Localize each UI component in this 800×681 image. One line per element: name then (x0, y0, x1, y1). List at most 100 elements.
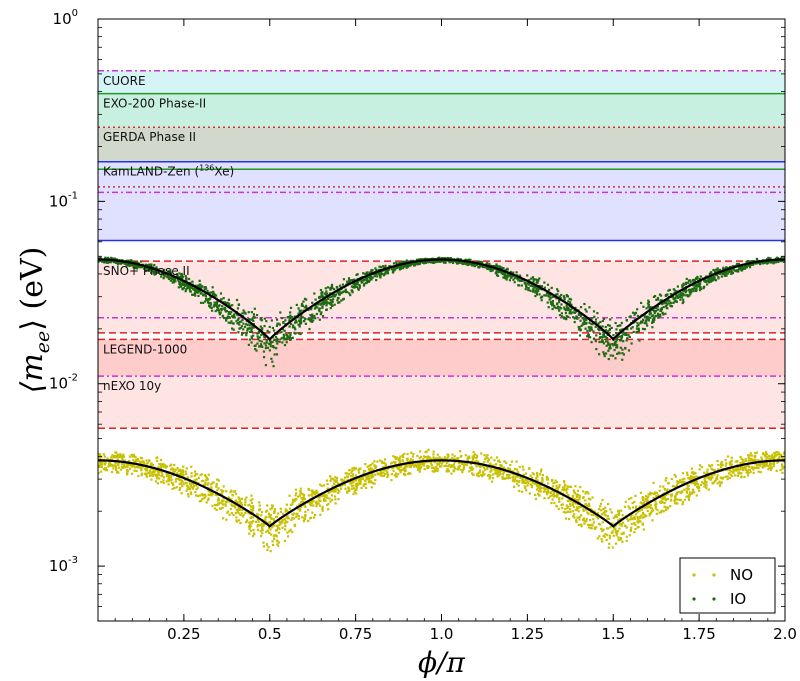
point-IO (231, 304, 234, 307)
point-IO (609, 354, 612, 357)
point-NO (364, 474, 367, 477)
point-NO (222, 485, 225, 488)
point-IO (356, 287, 360, 290)
point-NO (345, 491, 349, 494)
point-IO (721, 268, 725, 271)
point-IO (204, 295, 207, 298)
point-IO (160, 275, 163, 278)
point-IO (713, 278, 716, 281)
point-NO (304, 513, 307, 517)
point-IO (501, 267, 504, 270)
point-NO (285, 503, 288, 506)
point-NO (750, 459, 753, 462)
point-NO (525, 489, 528, 492)
point-IO (319, 313, 322, 316)
point-NO (452, 469, 455, 472)
point-NO (98, 472, 100, 475)
point-NO (516, 468, 519, 471)
point-IO (718, 268, 722, 272)
point-IO (736, 269, 739, 272)
point-IO (423, 262, 426, 265)
point-NO (281, 521, 284, 524)
point-IO (713, 269, 716, 272)
point-NO (180, 471, 183, 474)
point-NO (167, 478, 170, 481)
point-IO (168, 276, 171, 279)
point-IO (169, 269, 172, 272)
point-IO (112, 257, 115, 260)
point-NO (335, 479, 338, 482)
point-IO (622, 340, 625, 343)
point-NO (393, 474, 396, 477)
point-IO (314, 298, 317, 301)
point-NO (197, 476, 200, 479)
point-NO (401, 459, 404, 462)
point-IO (223, 301, 226, 304)
point-IO (731, 271, 735, 275)
point-NO (664, 479, 667, 482)
point-NO (543, 488, 547, 491)
point-NO (560, 503, 563, 507)
point-NO (174, 468, 177, 471)
point-IO (182, 283, 185, 286)
point-IO (167, 277, 171, 281)
point-NO (644, 498, 648, 501)
point-IO (145, 269, 148, 272)
point-IO (392, 262, 396, 265)
point-NO (302, 520, 305, 523)
point-IO (394, 267, 397, 270)
point-IO (601, 336, 604, 339)
point-IO (309, 314, 312, 317)
point-NO (224, 504, 227, 507)
point-IO (558, 306, 561, 309)
point-NO (265, 515, 268, 519)
point-IO (246, 329, 249, 332)
point-NO (168, 477, 171, 480)
point-NO (646, 499, 649, 502)
point-IO (289, 322, 293, 326)
point-NO (341, 484, 344, 487)
point-NO (329, 490, 332, 494)
point-NO (256, 525, 259, 528)
point-NO (730, 463, 733, 466)
point-IO (560, 293, 563, 297)
point-NO (622, 531, 625, 534)
point-IO (331, 287, 334, 290)
point-NO (273, 508, 276, 511)
point-NO (641, 522, 644, 525)
point-NO (277, 531, 280, 534)
point-NO (424, 450, 427, 454)
point-NO (323, 495, 326, 499)
point-NO (241, 508, 244, 512)
point-IO (647, 305, 650, 308)
point-IO (356, 273, 359, 276)
point-IO (300, 304, 303, 307)
point-IO (540, 299, 543, 302)
point-IO (637, 323, 640, 327)
point-IO (335, 285, 338, 289)
point-IO (518, 274, 522, 277)
point-NO (565, 489, 568, 492)
point-IO (140, 260, 143, 263)
point-IO (563, 317, 566, 320)
point-IO (619, 324, 622, 327)
point-NO (419, 450, 422, 453)
point-NO (601, 540, 604, 543)
point-IO (363, 282, 366, 285)
point-NO (371, 482, 374, 485)
point-NO (135, 465, 138, 469)
point-NO (630, 517, 633, 520)
point-NO (185, 489, 188, 492)
point-IO (590, 328, 593, 331)
point-NO (495, 463, 498, 466)
point-IO (535, 281, 538, 284)
point-IO (577, 312, 580, 316)
point-NO (693, 491, 696, 494)
point-NO (541, 479, 544, 482)
point-IO (317, 308, 321, 311)
point-NO (693, 480, 696, 483)
point-NO (453, 467, 457, 470)
point-IO (676, 285, 679, 288)
point-NO (705, 486, 708, 490)
point-NO (473, 453, 477, 456)
